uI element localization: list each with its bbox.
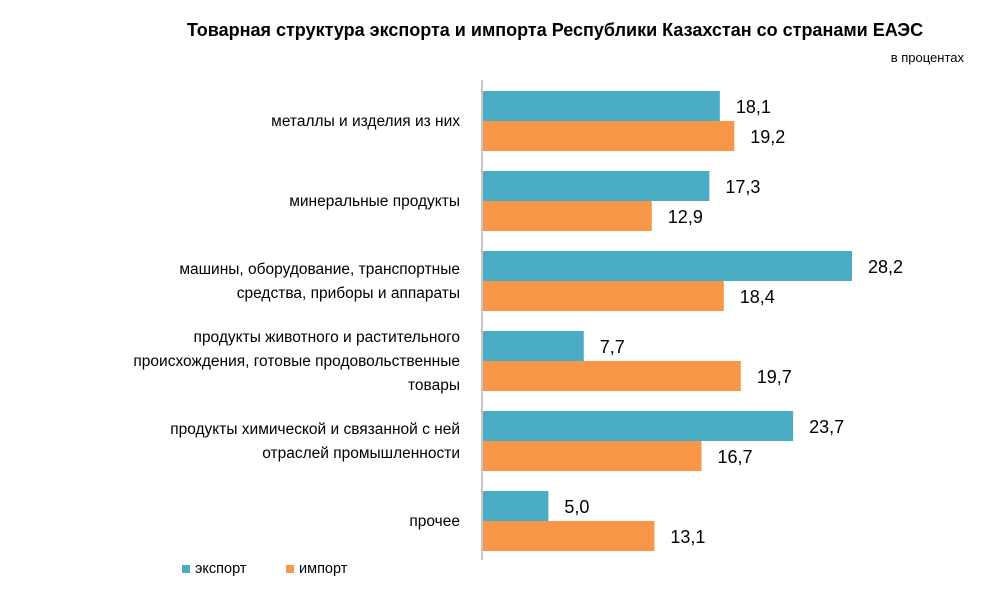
import-value-label: 12,9	[668, 207, 703, 227]
import-bar	[483, 441, 702, 471]
category-label: минеральные продукты	[289, 193, 460, 210]
import-bar	[483, 521, 655, 551]
export-value-label: 18,1	[736, 97, 771, 117]
import-bar	[483, 121, 735, 151]
export-value-label: 5,0	[564, 497, 589, 517]
category-label: машины, оборудование, транспортные	[179, 261, 460, 278]
export-bar	[483, 491, 549, 521]
export-bar	[483, 171, 710, 201]
export-bar	[483, 91, 720, 121]
import-legend-label: импорт	[299, 561, 348, 577]
category-label: происхождения, готовые продовольственные	[133, 353, 460, 370]
category-label: продукты химической и связанной с ней	[170, 421, 460, 438]
export-legend-label: экспорт	[195, 561, 247, 577]
export-value-label: 7,7	[600, 337, 625, 357]
import-value-label: 19,2	[750, 127, 785, 147]
category-label: средства, приборы и аппараты	[237, 285, 460, 302]
category-label: металлы и изделия из них	[271, 113, 460, 130]
category-label: продукты животного и растительного	[194, 329, 460, 346]
export-legend-swatch	[182, 565, 190, 573]
category-label: прочее	[409, 513, 460, 530]
import-value-label: 18,4	[740, 287, 775, 307]
import-value-label: 13,1	[670, 527, 705, 547]
category-label: отраслей промышленности	[262, 445, 460, 462]
export-value-label: 23,7	[809, 417, 844, 437]
export-value-label: 28,2	[868, 257, 903, 277]
import-legend-swatch	[286, 565, 294, 573]
chart-title: Товарная структура экспорта и импорта Ре…	[186, 20, 924, 40]
import-value-label: 16,7	[718, 447, 753, 467]
import-bar	[483, 201, 652, 231]
category-label: товары	[408, 377, 460, 394]
export-bar	[483, 251, 852, 281]
import-bar	[483, 361, 741, 391]
export-value-label: 17,3	[725, 177, 760, 197]
import-value-label: 19,7	[757, 367, 792, 387]
export-bar	[483, 411, 794, 441]
export-bar	[483, 331, 584, 361]
chart-subtitle: в процентах	[890, 50, 964, 65]
import-bar	[483, 281, 724, 311]
